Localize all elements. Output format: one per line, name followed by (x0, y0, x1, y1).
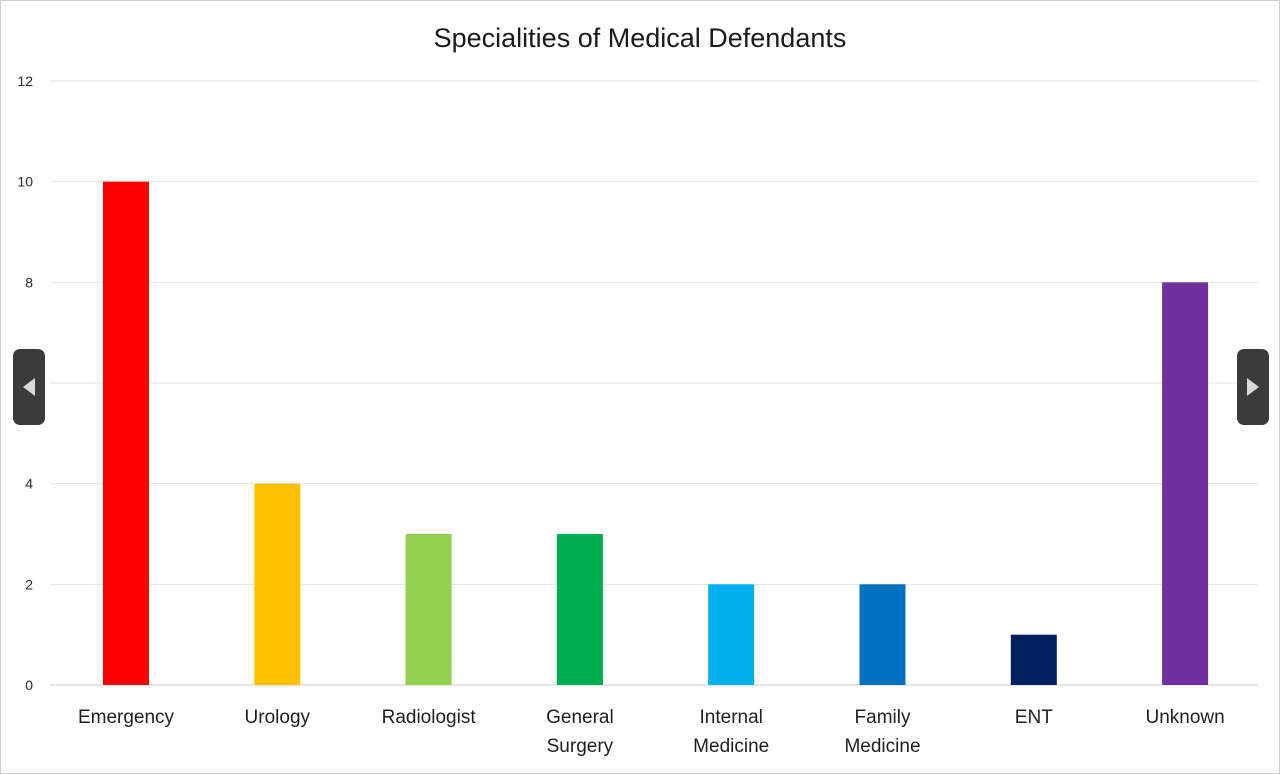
x-tick-label: Radiologist (382, 707, 477, 728)
x-tick-label: Urology (245, 707, 311, 728)
bar (708, 584, 755, 685)
bars (103, 181, 1209, 685)
chart-title: Specialities of Medical Defendants (434, 23, 847, 53)
chevron-left-icon (23, 378, 35, 396)
y-tick-label: 4 (25, 476, 33, 492)
next-chart-button[interactable] (1237, 349, 1269, 425)
gridlines (50, 80, 1258, 686)
previous-chart-button[interactable] (13, 349, 45, 425)
x-axis-ticks: Emergency Urology Radiologist General Surger… (78, 707, 1225, 757)
bar (1010, 634, 1057, 685)
bar (859, 584, 906, 685)
x-tick-label: Family Medicine (844, 707, 920, 757)
x-tick-label: ENT (1015, 707, 1053, 728)
bar (254, 483, 301, 685)
bar (103, 181, 149, 685)
y-tick-label: 10 (17, 174, 33, 190)
bar (556, 534, 603, 685)
x-tick-label: General Surgery (546, 707, 614, 757)
chevron-right-icon (1247, 378, 1259, 396)
y-tick-label: 8 (25, 274, 33, 290)
x-tick-label: Emergency (78, 707, 175, 728)
x-tick-label: Unknown (1145, 707, 1224, 728)
bar (405, 534, 452, 685)
y-tick-label: 2 (25, 576, 33, 592)
y-tick-label: 12 (17, 73, 33, 89)
y-tick-label: 0 (25, 677, 33, 693)
x-tick-label: Internal Medicine (693, 707, 769, 757)
bar (1162, 282, 1209, 685)
